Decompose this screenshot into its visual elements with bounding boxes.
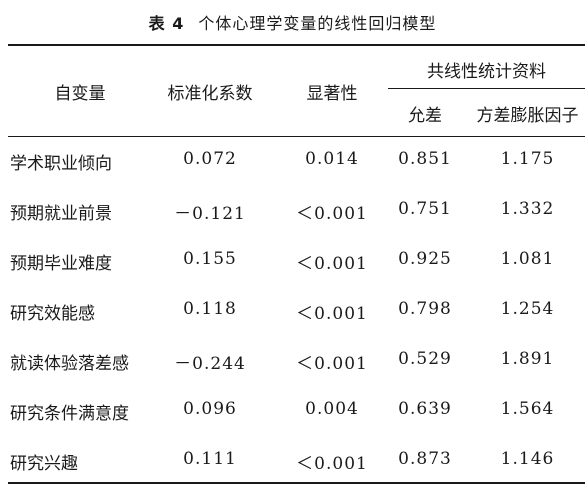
- significance-value: ＜0.001: [296, 454, 368, 474]
- vif-value: 1.254: [500, 299, 555, 319]
- tolerance-value: 0.798: [398, 299, 452, 319]
- header-rule: [8, 136, 585, 137]
- variable-name: 预期就业前景: [10, 204, 112, 224]
- top-rule: [8, 44, 585, 46]
- tolerance-value: 0.851: [398, 149, 452, 169]
- tolerance-value: 0.639: [398, 399, 452, 419]
- header-tolerance: 允差: [408, 106, 442, 126]
- variable-name: 研究兴趣: [10, 454, 78, 474]
- header-vif: 方差膨胀因子: [476, 106, 579, 126]
- variable-name: 研究效能感: [10, 304, 95, 324]
- std-coef-value: －0.244: [174, 354, 246, 374]
- group-rule: [388, 88, 585, 89]
- variable-name: 研究条件满意度: [10, 404, 129, 424]
- header-collinearity: 共线性统计资料: [427, 62, 546, 82]
- vif-value: 1.081: [500, 249, 555, 269]
- tolerance-value: 0.751: [398, 199, 452, 219]
- std-coef-value: 0.111: [183, 449, 237, 469]
- std-coef-value: 0.096: [183, 399, 237, 419]
- vif-value: 1.564: [500, 399, 555, 419]
- significance-value: 0.014: [305, 149, 359, 169]
- significance-value: ＜0.001: [296, 254, 368, 274]
- std-coef-value: 0.118: [183, 299, 237, 319]
- bottom-rule: [8, 482, 585, 484]
- header-variable: 自变量: [54, 84, 106, 104]
- vif-value: 1.146: [500, 449, 555, 469]
- significance-value: 0.004: [305, 399, 359, 419]
- vif-value: 1.332: [500, 199, 555, 219]
- std-coef-value: 0.155: [183, 249, 237, 269]
- tolerance-value: 0.873: [398, 449, 452, 469]
- significance-value: ＜0.001: [296, 354, 368, 374]
- std-coef-value: 0.072: [183, 149, 237, 169]
- variable-name: 预期毕业难度: [10, 254, 112, 274]
- tolerance-value: 0.925: [398, 249, 452, 269]
- tolerance-value: 0.529: [398, 349, 452, 369]
- significance-value: ＜0.001: [296, 204, 368, 224]
- header-significance: 显著性: [306, 84, 358, 104]
- table-caption: 表 4 个体心理学变量的线性回归模型: [0, 10, 585, 34]
- table-number: 表 4: [148, 14, 185, 33]
- variable-name: 学术职业倾向: [10, 154, 112, 174]
- vif-value: 1.891: [500, 349, 555, 369]
- variable-name: 就读体验落差感: [10, 354, 129, 374]
- table-title: 个体心理学变量的线性回归模型: [198, 14, 437, 33]
- std-coef-value: －0.121: [174, 204, 246, 224]
- significance-value: ＜0.001: [296, 304, 368, 324]
- header-std-coef: 标准化系数: [167, 84, 253, 104]
- vif-value: 1.175: [500, 149, 555, 169]
